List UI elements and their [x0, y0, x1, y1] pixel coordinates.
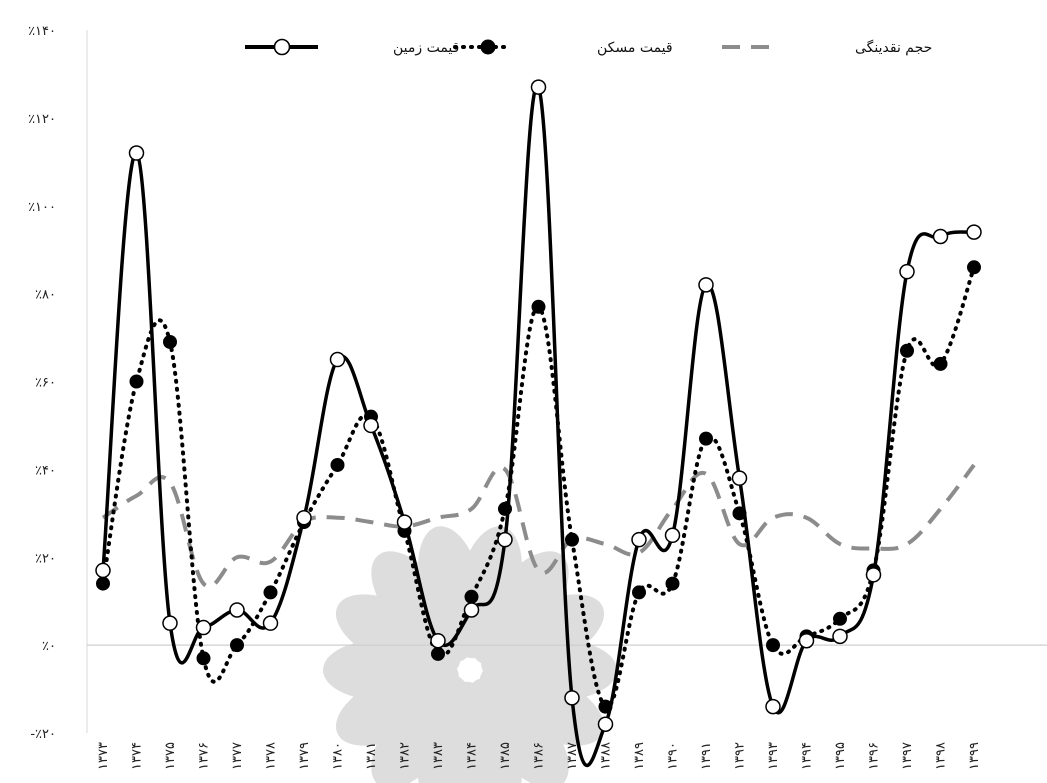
y-axis: -٪۲۰ ٪۰ ٪۲۰ ٪۴۰ ٪۶۰ ٪۸۰ ٪۱۰۰ ٪۱۲۰ ٪۱۴۰ — [28, 24, 56, 742]
data-point — [597, 716, 614, 732]
x-tick-label: ۱۳۹۰ — [666, 742, 681, 770]
data-point — [699, 431, 713, 446]
x-tick-label: ۱۳۸۸ — [599, 742, 614, 770]
data-point — [162, 615, 178, 631]
x-tick-label: ۱۳۹۶ — [867, 742, 882, 770]
data-point — [966, 224, 982, 240]
x-tick-label: ۱۳۹۴ — [800, 742, 815, 770]
data-point — [464, 589, 479, 604]
data-point — [497, 531, 513, 548]
data-point — [531, 299, 546, 314]
x-tick-label: ۱۳۹۸ — [934, 742, 949, 770]
x-tick-label: ۱۳۷۵ — [163, 742, 178, 770]
data-point — [565, 532, 579, 547]
legend-label-housing-price: قیمت مسکن — [597, 40, 673, 56]
x-axis: ۱۳۷۳ ۱۳۷۴ ۱۳۷۵ ۱۳۷۶ ۱۳۷۷ ۱۳۷۸ ۱۳۷۹ ۱۳۸۰ ۱۳۸۱ ۱۳۸۲… — [96, 742, 982, 770]
data-point — [431, 646, 445, 661]
data-point — [329, 351, 346, 368]
y-tick-label: ٪۸۰ — [35, 288, 56, 303]
x-tick-label: ۱۳۷۳ — [96, 742, 111, 770]
legend-item-liquidity: حجم نقدینگی — [722, 39, 932, 56]
series-group — [95, 79, 982, 768]
y-tick-label: ٪۱۰۰ — [28, 200, 56, 215]
x-tick-label: ۱۳۸۷ — [565, 742, 580, 770]
x-tick-label: ۱۳۸۳ — [431, 742, 446, 770]
data-point — [262, 615, 279, 631]
data-point — [330, 457, 345, 472]
x-tick-label: ۱۳۸۵ — [498, 742, 513, 770]
data-point — [263, 585, 278, 600]
x-tick-label: ۱۳۹۹ — [967, 742, 982, 770]
data-point — [933, 356, 948, 371]
data-point — [631, 531, 647, 548]
legend: قیمت زمین قیمت مسکن حجم نقدینگی — [245, 38, 932, 56]
x-tick-label: ۱۳۸۱ — [364, 742, 379, 770]
series-0 — [95, 79, 982, 768]
series-1 — [96, 260, 981, 714]
x-tick-label: ۱۳۸۹ — [632, 742, 647, 770]
x-tick-label: ۱۳۹۱ — [699, 742, 714, 770]
series-line — [101, 83, 975, 768]
data-point — [96, 576, 110, 591]
data-point — [463, 602, 480, 618]
y-tick-label: ٪۶۰ — [35, 376, 56, 391]
data-point — [798, 632, 815, 649]
data-point — [229, 602, 245, 618]
x-tick-label: ۱۳۹۷ — [900, 742, 915, 770]
x-tick-label: ۱۳۸۰ — [331, 742, 346, 770]
data-point — [296, 509, 312, 526]
x-tick-label: ۱۳۸۴ — [465, 742, 480, 770]
x-tick-label: ۱۳۷۹ — [297, 742, 312, 770]
y-tick-label: ٪۴۰ — [35, 463, 56, 478]
series-2 — [101, 463, 976, 589]
series-line — [101, 463, 976, 589]
data-point — [665, 576, 680, 591]
data-point — [698, 277, 714, 293]
data-point — [430, 632, 446, 649]
x-tick-label: ۱۳۹۵ — [833, 742, 848, 770]
data-point — [564, 690, 580, 706]
y-tick-label: ٪۱۲۰ — [28, 112, 56, 127]
x-tick-label: ۱۳۷۶ — [197, 742, 212, 770]
legend-label-liquidity: حجم نقدینگی — [855, 39, 932, 56]
data-point — [900, 343, 914, 358]
data-point — [766, 638, 780, 653]
data-point — [632, 585, 646, 600]
legend-item-housing-price: قیمت مسکن — [453, 39, 673, 56]
x-tick-label: ۱۳۷۷ — [230, 742, 245, 770]
data-point — [195, 619, 212, 636]
data-point — [832, 628, 848, 645]
data-point — [899, 263, 915, 280]
data-point — [765, 698, 781, 715]
x-tick-label: ۱۳۷۸ — [264, 742, 279, 770]
data-point — [865, 567, 882, 583]
data-point — [230, 638, 244, 653]
legend-label-land-price: قیمت زمین — [393, 40, 459, 56]
y-tick-label: ٪۱۴۰ — [28, 24, 56, 39]
y-tick-label: ٪۲۰ — [35, 551, 56, 566]
x-tick-label: ۱۳۸۲ — [398, 742, 413, 770]
data-point — [396, 514, 413, 530]
data-point — [664, 527, 681, 544]
x-tick-label: ۱۳۹۳ — [766, 742, 781, 770]
data-point — [833, 611, 847, 626]
data-point — [363, 417, 379, 434]
data-point — [163, 334, 177, 349]
data-point — [967, 260, 981, 275]
data-point — [731, 470, 748, 486]
x-tick-label: ۱۳۸۶ — [532, 742, 547, 770]
x-tick-label: ۱۳۹۲ — [733, 742, 748, 770]
data-point — [128, 145, 145, 161]
data-point — [196, 651, 211, 666]
watermark-logo — [323, 526, 617, 783]
y-tick-label: -٪۲۰ — [30, 727, 56, 742]
data-point — [129, 374, 144, 389]
legend-item-land-price: قیمت زمین — [245, 38, 459, 56]
data-point — [530, 79, 547, 95]
data-point — [95, 562, 111, 579]
y-tick-label: ٪۰ — [42, 639, 56, 654]
data-point — [932, 228, 949, 245]
x-tick-label: ۱۳۷۴ — [130, 742, 145, 770]
